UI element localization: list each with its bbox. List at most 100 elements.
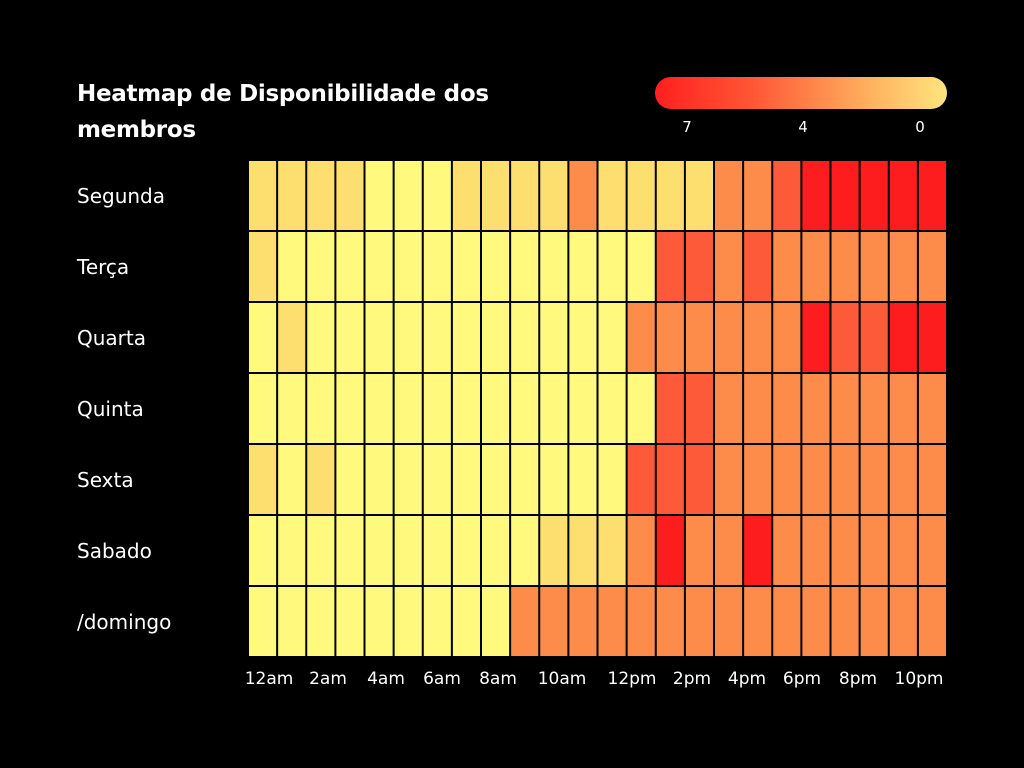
heatmap-cell [394,374,422,443]
heatmap-cell [452,374,481,443]
heatmap-cell [540,232,568,301]
heatmap-cell [918,445,947,514]
heatmap-cell [744,516,772,585]
heatmap-cell [482,516,510,585]
heatmap-cell [656,516,684,585]
heatmap-cell [482,374,510,443]
heatmap-cell [307,587,335,656]
heatmap-cell [423,374,451,443]
legend-label-max: 7 [682,118,692,136]
heatmap-cell [831,516,859,585]
heatmap-cell [627,445,655,514]
heatmap-cell [336,587,364,656]
heatmap-cell [307,445,335,514]
heatmap-cell [627,374,655,443]
heatmap-cell [365,303,393,372]
heatmap-cell [278,374,306,443]
heatmap-cell [831,374,859,443]
heatmap-cell [365,587,393,656]
heatmap-cell [889,232,917,301]
heatmap-cell [656,232,684,301]
heatmap-cell [860,587,888,656]
legend-label-mid: 4 [798,118,808,136]
heatmap-cell [278,516,306,585]
heatmap-cell [365,374,393,443]
heatmap-cell [452,303,481,372]
heatmap-cell [802,516,830,585]
heatmap-cell [423,445,451,514]
heatmap-cell [511,445,539,514]
x-tick-label: 2pm [672,669,712,689]
heatmap-cell [685,303,714,372]
heatmap-cell [452,232,481,301]
row-label-quarta: Quarta [77,326,146,350]
heatmap-cell [249,232,277,301]
heatmap-cell [744,374,772,443]
heatmap-cell [249,303,277,372]
heatmap-cell [394,587,422,656]
heatmap-cell [656,161,684,230]
heatmap-cell [889,587,917,656]
heatmap-cell [627,232,655,301]
heatmap-cell [336,374,364,443]
heatmap-cell [278,161,306,230]
heatmap-cell [802,374,830,443]
heatmap-cell [540,587,568,656]
heatmap-cell [336,303,364,372]
heatmap-cell [802,303,830,372]
heatmap-cell [918,516,947,585]
legend-label-min: 0 [915,118,925,136]
heatmap-cell [336,516,364,585]
x-tick-label: 10am [537,669,587,689]
heatmap-cell [773,161,801,230]
heatmap-cell [889,374,917,443]
heatmap-cell [831,587,859,656]
heatmap-cell [511,374,539,443]
heatmap-cell [511,161,539,230]
heatmap-cell [918,161,947,230]
heatmap-cell [423,516,451,585]
x-tick-label: 8am [479,669,517,689]
heatmap-cell [744,587,772,656]
heatmap-cell [656,303,684,372]
heatmap-cell [860,232,888,301]
heatmap-cell [540,303,568,372]
heatmap-cell [744,445,772,514]
heatmap-cell [452,587,481,656]
heatmap-cell [860,516,888,585]
heatmap-cell [423,232,451,301]
heatmap-cell [773,445,801,514]
heatmap-cell [336,232,364,301]
heatmap-cell [307,161,335,230]
heatmap-cell [831,161,859,230]
row-label-domingo: /domingo [77,610,172,634]
heatmap-cell [889,161,917,230]
heatmap-cell [482,587,510,656]
heatmap-cell [773,303,801,372]
heatmap-cell [715,303,743,372]
heatmap-cell [598,445,626,514]
heatmap-cell [511,516,539,585]
heatmap-cell [365,445,393,514]
heatmap-cell [482,161,510,230]
row-label-sabado: Sabado [77,539,152,563]
heatmap-cell [598,161,626,230]
heatmap-cell [802,232,830,301]
heatmap-cell [569,587,597,656]
heatmap-cell [860,374,888,443]
heatmap-cell [540,516,568,585]
heatmap-cell [627,303,655,372]
heatmap-cell [278,232,306,301]
heatmap-cell [511,303,539,372]
heatmap-cell [249,516,277,585]
heatmap-cell [744,161,772,230]
heatmap-cell [452,161,481,230]
x-tick-label: 4am [367,669,405,689]
heatmap-cell [511,587,539,656]
heatmap-cell [365,232,393,301]
heatmap-cell [394,303,422,372]
heatmap-cell [569,516,597,585]
heatmap-cell [773,232,801,301]
heatmap-cell [278,303,306,372]
heatmap-cell [249,161,277,230]
